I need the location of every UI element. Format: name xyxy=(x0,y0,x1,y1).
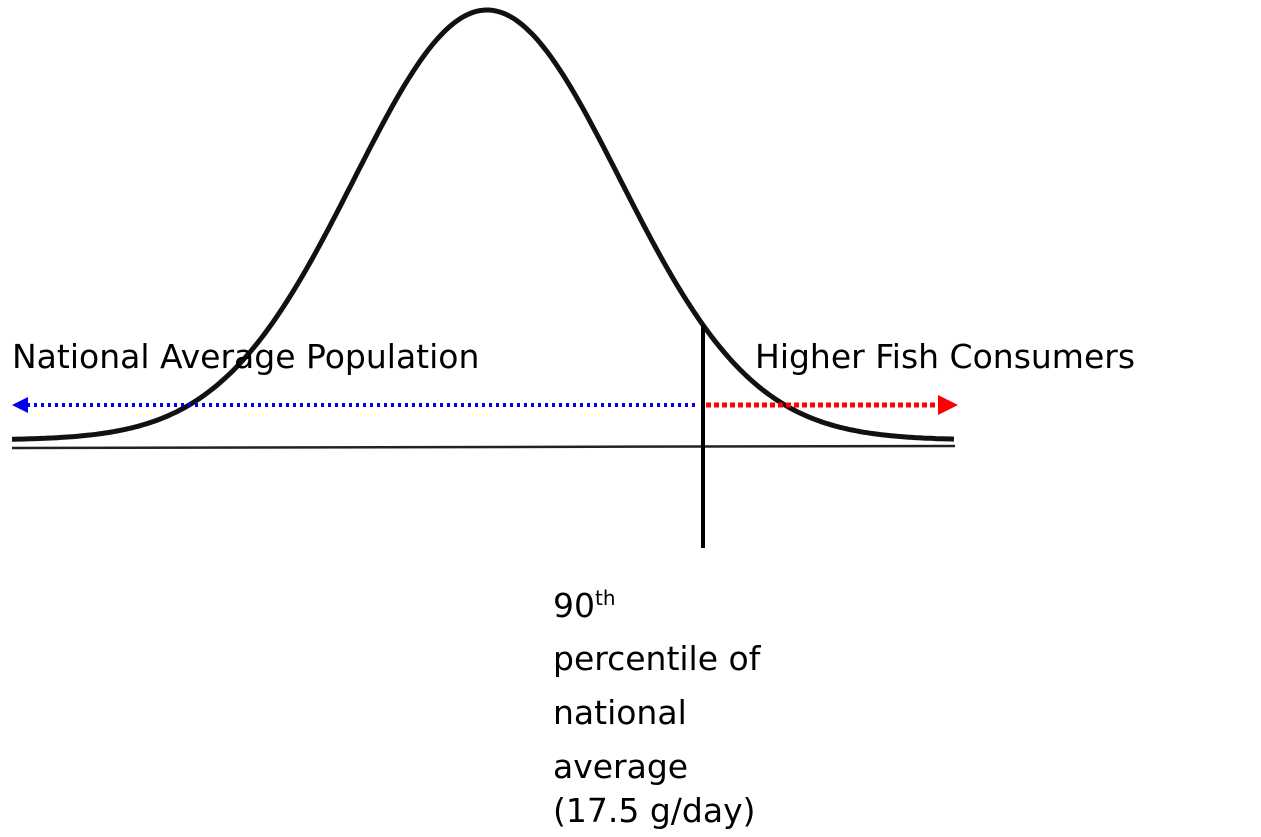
marker-line: national xyxy=(553,693,687,732)
right-label: Higher Fish Consumers xyxy=(755,337,1135,376)
marker-number: 90th xyxy=(553,586,616,625)
superscript: th xyxy=(595,586,616,610)
bell-curve xyxy=(11,7,955,442)
marker-line: (17.5 g/day) xyxy=(553,791,755,830)
marker-line: percentile of xyxy=(553,639,762,678)
left-label: National Average Population xyxy=(12,337,479,376)
marker-line: average xyxy=(553,747,688,786)
number: 90 xyxy=(553,586,595,625)
baseline xyxy=(11,444,956,450)
